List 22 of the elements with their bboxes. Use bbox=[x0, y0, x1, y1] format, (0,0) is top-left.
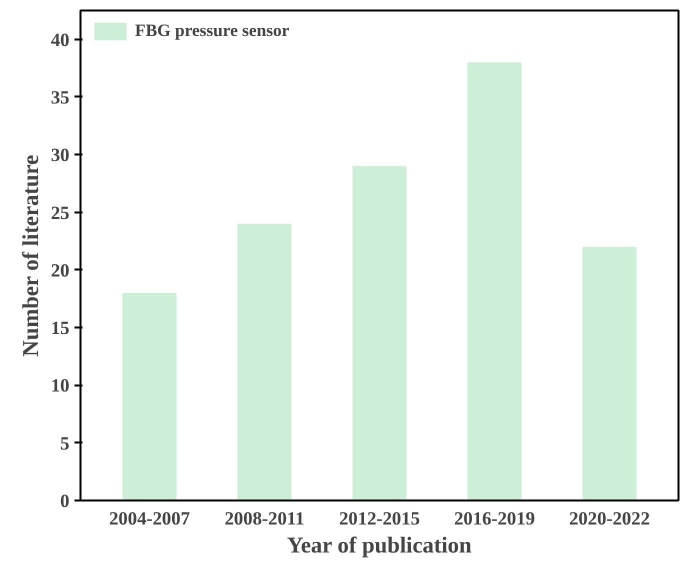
y-tick-label: 10 bbox=[50, 376, 70, 397]
x-axis-title: Year of publication bbox=[286, 532, 472, 558]
y-axis-title: Number of literature bbox=[18, 154, 43, 357]
x-tick-label: 2004-2007 bbox=[109, 508, 190, 530]
x-tick-label: 2020-2022 bbox=[569, 508, 650, 530]
y-tick-label: 40 bbox=[50, 30, 70, 51]
y-tick-label: 25 bbox=[50, 202, 70, 224]
x-tick-label: 2008-2011 bbox=[224, 508, 304, 530]
bar bbox=[122, 292, 177, 500]
y-tick-label: 15 bbox=[50, 318, 70, 340]
x-tick-label: 2012-2015 bbox=[339, 508, 420, 530]
y-tick-label: 5 bbox=[60, 433, 70, 454]
y-tick-label: 35 bbox=[50, 87, 70, 108]
bar bbox=[237, 224, 292, 500]
bar bbox=[467, 62, 522, 500]
bar bbox=[582, 246, 637, 500]
bar bbox=[352, 166, 407, 500]
y-tick-label: 20 bbox=[50, 260, 70, 282]
y-tick-label: 0 bbox=[60, 491, 70, 512]
legend-label: FBG pressure sensor bbox=[135, 21, 290, 41]
y-tick-label: 30 bbox=[50, 145, 70, 166]
x-tick-label: 2016-2019 bbox=[454, 508, 535, 530]
